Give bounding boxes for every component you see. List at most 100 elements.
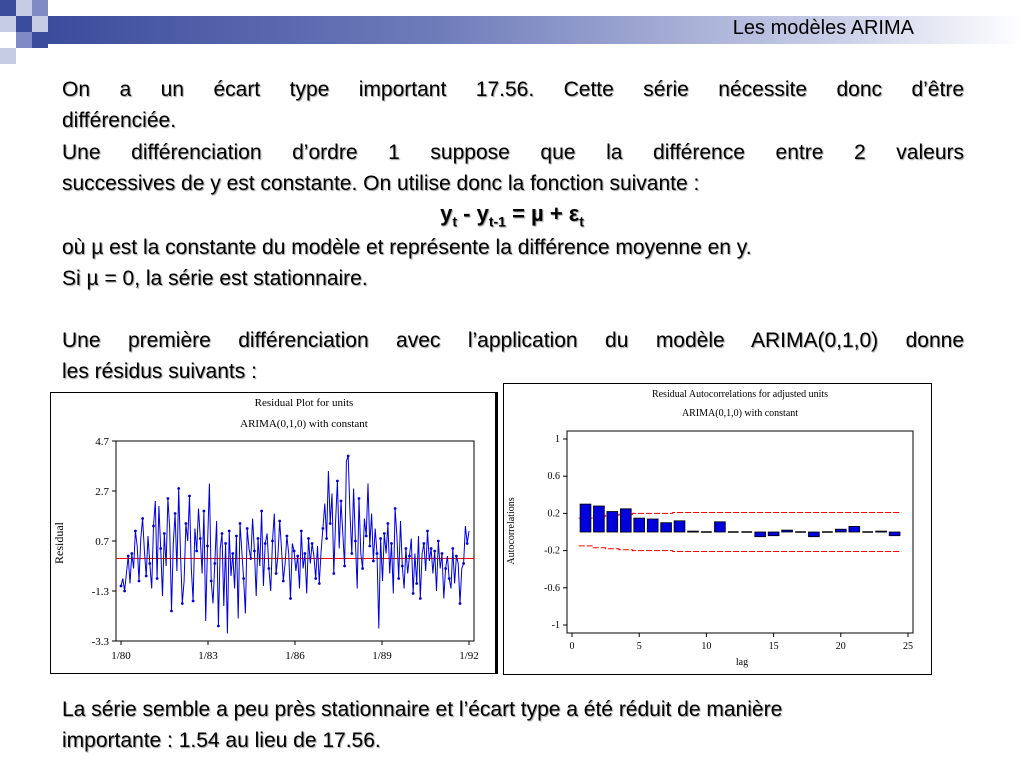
data-point bbox=[382, 532, 386, 535]
autocorrelation-svg: Residual Autocorrelations for adjusted u… bbox=[506, 389, 914, 668]
corner-square bbox=[16, 0, 32, 16]
data-point bbox=[422, 542, 426, 545]
data-point bbox=[195, 549, 199, 553]
x-tick-label: 1/86 bbox=[285, 650, 305, 662]
y-tick-label: 0.2 bbox=[548, 508, 561, 519]
formula-subscript: t bbox=[579, 213, 584, 230]
data-point bbox=[249, 557, 253, 560]
data-point bbox=[372, 559, 375, 563]
y-tick-label: -3.3 bbox=[92, 636, 110, 648]
x-tick-label: 1/83 bbox=[198, 650, 218, 662]
data-point bbox=[238, 522, 242, 525]
x-axis-label: lag bbox=[736, 657, 748, 668]
corner-square bbox=[16, 16, 32, 32]
data-point bbox=[451, 547, 455, 550]
data-point bbox=[397, 577, 401, 580]
residual-series-line bbox=[120, 455, 470, 634]
corner-square bbox=[0, 48, 16, 64]
y-tick-label: 1 bbox=[555, 434, 560, 445]
data-point bbox=[202, 509, 206, 513]
data-point bbox=[217, 624, 220, 628]
paragraph-line: Une première différenciation avec l’appl… bbox=[62, 329, 964, 352]
data-point bbox=[152, 524, 155, 528]
data-point bbox=[411, 592, 415, 595]
data-point bbox=[180, 602, 184, 605]
data-point bbox=[245, 527, 249, 530]
data-point bbox=[321, 527, 325, 530]
acf-bar bbox=[754, 531, 767, 538]
data-point bbox=[281, 579, 285, 583]
data-point bbox=[393, 507, 397, 510]
data-point bbox=[162, 532, 166, 535]
formula-subscript: t bbox=[452, 213, 458, 230]
data-point bbox=[177, 487, 181, 490]
data-point bbox=[447, 577, 451, 580]
acf-bar bbox=[875, 530, 887, 533]
data-point bbox=[256, 537, 260, 540]
data-point bbox=[328, 522, 332, 525]
data-point bbox=[379, 537, 382, 540]
data-point bbox=[462, 562, 465, 565]
data-point bbox=[141, 517, 144, 520]
y-axis-label: Autocorrelations bbox=[506, 497, 517, 564]
data-point bbox=[260, 509, 263, 513]
paragraph-line: où µ est la constante du modèle et repré… bbox=[62, 236, 752, 259]
chart-title: Residual Autocorrelations for adjusted u… bbox=[652, 389, 828, 400]
data-point bbox=[343, 564, 346, 568]
data-point bbox=[271, 539, 274, 543]
paragraph-line: les résidus suivants : bbox=[62, 360, 257, 383]
acf-bar bbox=[808, 531, 820, 538]
data-point bbox=[357, 497, 361, 500]
residual-plot-svg: Residual Plot for units ARIMA(0,1,0) wit… bbox=[52, 397, 479, 662]
data-point bbox=[361, 567, 364, 570]
acf-bar bbox=[767, 531, 780, 537]
data-point bbox=[440, 552, 444, 555]
data-point bbox=[130, 552, 134, 555]
autocorrelation-chart: Residual Autocorrelations for adjusted u… bbox=[503, 383, 932, 675]
residual-plot-chart: Residual Plot for units ARIMA(0,1,0) wit… bbox=[50, 392, 498, 674]
acf-bar bbox=[620, 508, 632, 533]
data-point bbox=[285, 534, 289, 538]
paragraph-line: Une différenciation d’ordre 1 suppose qu… bbox=[62, 141, 964, 164]
x-tick-label: 1/80 bbox=[111, 650, 131, 662]
data-point bbox=[289, 597, 292, 600]
acf-bar bbox=[606, 511, 619, 533]
data-point bbox=[209, 579, 213, 583]
corner-square bbox=[0, 0, 16, 16]
formula-part: = µ + ε bbox=[505, 201, 580, 226]
data-point bbox=[191, 599, 195, 603]
data-point bbox=[235, 534, 238, 538]
y-tick-label: -1 bbox=[552, 620, 560, 631]
corner-square bbox=[0, 16, 16, 32]
data-point bbox=[119, 584, 123, 588]
y-tick-label: 0.7 bbox=[95, 536, 109, 548]
y-axis-label: Residual bbox=[52, 521, 66, 564]
data-point bbox=[386, 522, 390, 525]
data-point bbox=[148, 562, 152, 565]
y-tick-label: -0.6 bbox=[544, 583, 560, 594]
corner-square bbox=[16, 32, 32, 48]
paragraph-line: différenciée. bbox=[62, 109, 177, 132]
y-tick-label: 0.6 bbox=[548, 471, 561, 482]
data-point bbox=[155, 577, 159, 580]
data-point bbox=[325, 537, 328, 540]
corner-square bbox=[32, 16, 48, 32]
acf-bar bbox=[714, 521, 726, 533]
corner-square bbox=[32, 0, 48, 16]
data-point bbox=[339, 499, 343, 503]
data-point bbox=[227, 529, 231, 533]
data-point bbox=[296, 554, 300, 558]
data-point bbox=[390, 542, 393, 545]
acf-bar bbox=[687, 530, 699, 533]
x-tick-label: 1/89 bbox=[372, 650, 392, 662]
data-point bbox=[429, 547, 433, 550]
data-point bbox=[455, 554, 458, 558]
y-tick-label: -0.2 bbox=[544, 546, 560, 557]
data-point bbox=[253, 549, 256, 553]
acf-bar bbox=[781, 529, 793, 533]
data-point bbox=[314, 577, 318, 580]
data-point bbox=[400, 564, 404, 568]
chart-subtitle: ARIMA(0,1,0) with constant bbox=[682, 408, 798, 419]
chart-title: Residual Plot for units bbox=[255, 397, 354, 409]
formula-subscript: t-1 bbox=[488, 213, 506, 230]
